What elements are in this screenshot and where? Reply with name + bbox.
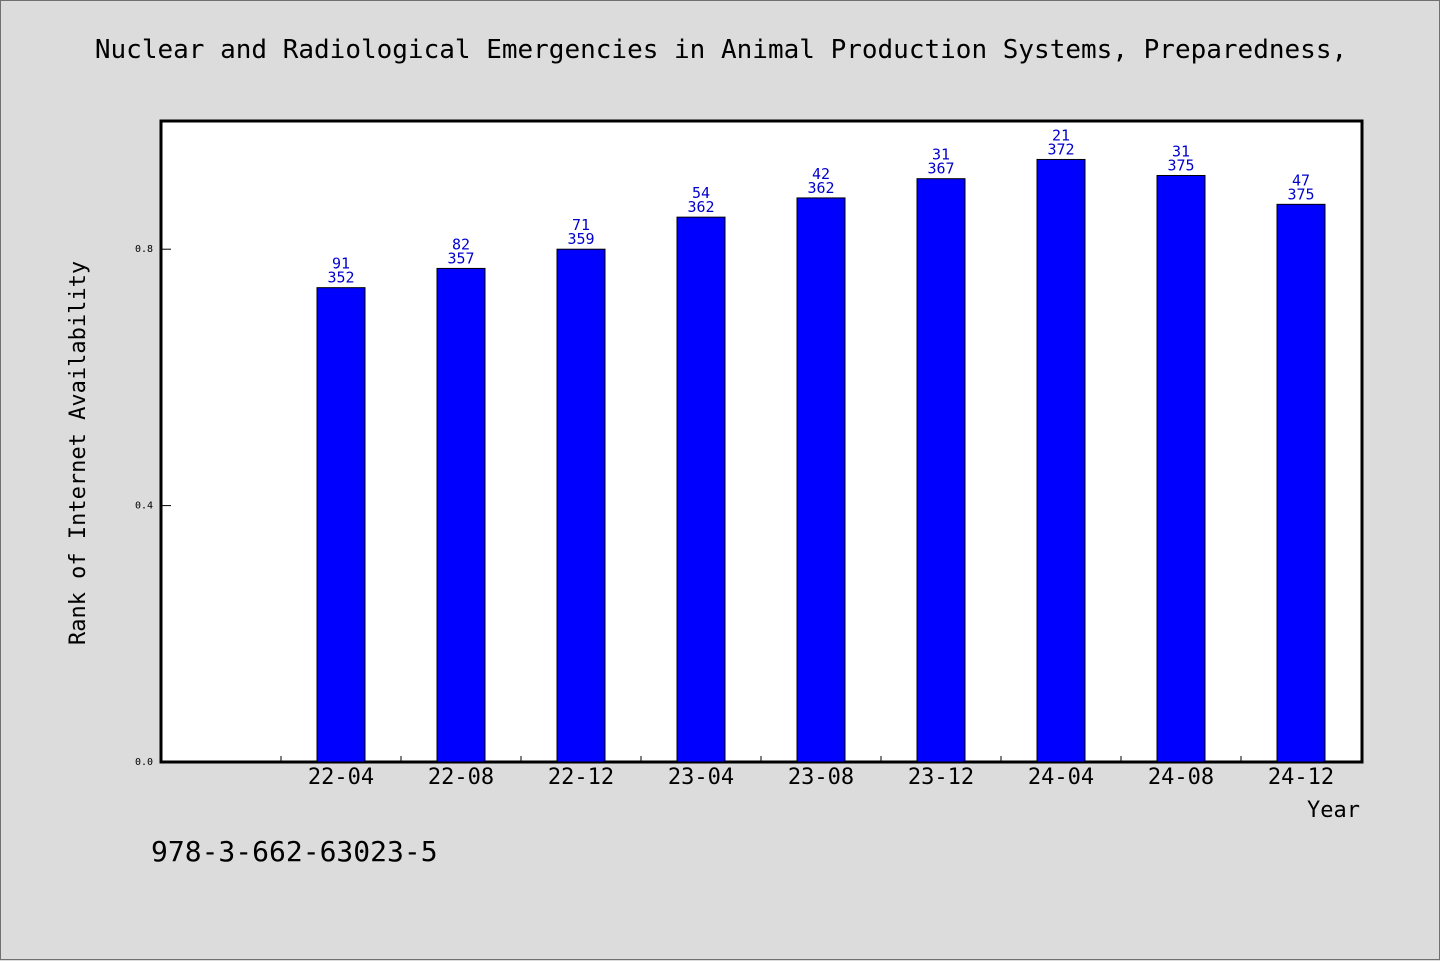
- bar-label-top: 54: [692, 184, 710, 202]
- bar-label-top: 47: [1292, 171, 1310, 189]
- x-tick-label: 23-08: [788, 765, 854, 790]
- bar-label-top: 91: [332, 255, 350, 273]
- bar-label-top: 42: [812, 165, 830, 183]
- x-tick-label: 22-08: [428, 765, 494, 790]
- x-tick-label: 24-04: [1028, 765, 1094, 790]
- bar-22-12: [556, 248, 606, 763]
- bar-22-08: [436, 267, 486, 763]
- y-tick-label: 0.0: [135, 757, 153, 768]
- y-tick-label: 0.8: [135, 244, 153, 255]
- bar-label-bottom: 352: [327, 269, 354, 287]
- bar-label-top: 31: [1172, 142, 1190, 160]
- y-tick-label: 0.4: [135, 501, 153, 512]
- bar-label-bottom: 375: [1167, 156, 1194, 174]
- bar-label-top: 31: [932, 146, 950, 164]
- bar-22-04: [316, 287, 366, 763]
- bar-24-08: [1156, 174, 1206, 763]
- x-tick-labels: 22-04 22-08 22-12 23-04 23-08 23-12 24-04 24-08…: [308, 765, 1334, 790]
- bar-label-top: 21: [1052, 126, 1070, 144]
- x-tick-label: 22-04: [308, 765, 374, 790]
- bar-label-top: 71: [572, 216, 590, 234]
- bar-24-12: [1276, 203, 1326, 763]
- x-tick-label: 22-12: [548, 765, 614, 790]
- x-tick-label: 24-12: [1268, 765, 1334, 790]
- chart-title: Nuclear and Radiological Emergencies in …: [94, 35, 1348, 65]
- bars: [316, 158, 1326, 763]
- bar-label-bottom: 367: [927, 160, 954, 178]
- bar-23-12: [916, 178, 966, 763]
- isbn-label: 978-3-662-63023-5: [151, 835, 438, 868]
- x-tick-label: 23-04: [668, 765, 734, 790]
- bar-23-04: [676, 216, 726, 763]
- bar-label-bottom: 362: [807, 179, 834, 197]
- bar-label-bottom: 375: [1287, 185, 1314, 203]
- bar-23-08: [796, 197, 846, 763]
- y-axis-ticks: 0.0 0.4 0.8: [135, 244, 171, 768]
- bar-label-bottom: 357: [447, 249, 474, 267]
- bar-label-bottom: 372: [1047, 140, 1074, 158]
- bar-label-bottom: 362: [687, 198, 714, 216]
- x-tick-label: 24-08: [1148, 765, 1214, 790]
- x-tick-label: 23-12: [908, 765, 974, 790]
- y-axis-label: Rank of Internet Availability: [66, 261, 91, 645]
- x-axis-label: Year: [1307, 798, 1360, 823]
- bar-label-top: 82: [452, 235, 470, 253]
- bar-label-bottom: 359: [567, 230, 594, 248]
- bar-24-04: [1036, 158, 1086, 763]
- x-axis-ticks: [280, 756, 1362, 762]
